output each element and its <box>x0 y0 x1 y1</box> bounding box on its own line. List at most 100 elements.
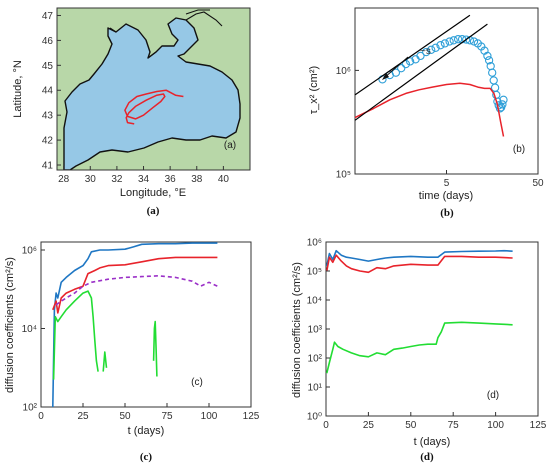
ticks-c: 0 25 50 75 100 125 10² 10⁴ 10⁶ <box>22 246 260 422</box>
map-x-tick-label: 36 <box>165 174 177 185</box>
map-x-tick-label: 40 <box>218 174 230 185</box>
b-y-tick-label: 10⁵ <box>336 170 351 181</box>
plot-area-c <box>40 241 252 408</box>
c-y-tick-label: 10⁶ <box>22 246 37 257</box>
c-y-tick-label: 10² <box>23 403 38 414</box>
b-x-axis-label: time (days) <box>419 190 473 202</box>
drifter-track-line <box>124 89 184 125</box>
panel-label-a: (a) <box>224 140 236 151</box>
azov-coast <box>185 9 223 27</box>
panel-d-chart: 0 25 50 75 100 125 10⁰ 10¹ 10² 10³ 10⁴ 10⁵ 10⁶ (d) t… <box>291 238 547 449</box>
c-x-tick-label: 0 <box>38 411 44 422</box>
data-point-circle <box>449 36 458 45</box>
data-point-circle <box>483 51 492 61</box>
caption-c: (c) <box>140 451 153 463</box>
data-point-circle <box>469 37 479 46</box>
data-point-circle <box>488 68 497 77</box>
panel-a-map: 28 30 32 34 36 38 40 41 42 43 44 45 46 47 (a) Longitu… <box>12 7 251 199</box>
red-series-line <box>326 254 513 274</box>
map-y-tick-label: 46 <box>42 36 54 47</box>
b-x-tick-label: 50 <box>532 178 544 189</box>
map-y-tick-label: 43 <box>42 111 54 122</box>
data-point-circle <box>436 41 445 50</box>
data-point-circle <box>484 56 494 65</box>
d-y-tick-label: 10⁵ <box>307 267 322 278</box>
c-x-tick-label: 25 <box>77 411 89 422</box>
plot-area-d <box>325 241 539 417</box>
map-y-tick-label: 47 <box>42 11 54 22</box>
chart-marks-b <box>354 14 508 137</box>
crimea-north-coast <box>109 27 157 59</box>
d-x-tick-label: 50 <box>405 420 417 431</box>
green-series-segment <box>52 290 99 380</box>
b-y-axis-label: τ_x² (cm²) <box>308 66 320 114</box>
map-y-tick-label: 41 <box>42 161 54 172</box>
annotation-arrow <box>383 56 409 79</box>
panel-c-chart: 0 25 50 75 100 125 10² 10⁴ 10⁶ (c) t (days) diff… <box>4 241 260 437</box>
c-y-axis-label: diffusion coefficients (cm²/s) <box>4 257 16 393</box>
slope-annotation: ~s <box>420 46 431 57</box>
d-y-tick-label: 10² <box>308 354 323 365</box>
c-x-tick-label: 100 <box>201 411 218 422</box>
d-x-tick-label: 75 <box>448 420 460 431</box>
d-x-axis-label: t (days) <box>414 436 451 448</box>
chart-marks-c <box>52 242 218 408</box>
d-x-tick-label: 0 <box>323 420 329 431</box>
data-point-circle <box>422 47 431 57</box>
red-series-line <box>52 256 218 314</box>
power-law-reference-line <box>354 23 488 121</box>
ticks-b: 5 50 10⁵ 10⁶ <box>336 66 544 189</box>
panel-label-d: (d) <box>487 390 499 401</box>
b-y-tick-label: 10⁶ <box>336 66 351 77</box>
data-point-circle <box>427 45 436 54</box>
data-point-circle <box>405 57 415 66</box>
variance-line <box>354 82 505 137</box>
panel-b-chart: 5 50 10⁵ 10⁶ ~s (b) time (days) τ_x² (cm²) <box>308 7 544 202</box>
power-law-reference-line <box>354 14 471 96</box>
black-sea-body <box>63 17 241 170</box>
c-x-axis-label: t (days) <box>128 425 165 437</box>
data-point-circle <box>440 39 450 48</box>
panel-label-c: (c) <box>191 377 203 388</box>
data-point-circle <box>416 51 425 61</box>
data-point-circle <box>495 104 505 113</box>
map-x-tick-label: 32 <box>111 174 123 185</box>
green-series-segment <box>152 320 158 377</box>
data-point-circle <box>445 37 454 46</box>
data-point-circle <box>498 100 507 109</box>
c-x-tick-label: 50 <box>119 411 131 422</box>
d-x-tick-label: 100 <box>487 420 504 431</box>
panel-label-b: (b) <box>513 144 525 155</box>
data-point-circle <box>431 43 440 52</box>
map-x-tick-label: 34 <box>138 174 150 185</box>
d-y-tick-label: 10¹ <box>308 383 323 394</box>
plot-area-b <box>354 7 539 175</box>
caption-d: (d) <box>420 451 434 463</box>
green-series-segment <box>102 351 108 372</box>
c-x-tick-label: 75 <box>161 411 173 422</box>
map-frame <box>56 7 251 171</box>
caption-a: (a) <box>147 205 160 217</box>
d-x-tick-label: 125 <box>530 420 547 431</box>
data-point-circle <box>499 95 508 104</box>
green-series-line <box>326 321 513 374</box>
data-point-circle <box>401 59 411 69</box>
drifter-tracks <box>124 89 184 125</box>
chart-marks-d <box>326 249 513 374</box>
c-y-tick-label: 10⁴ <box>22 324 37 335</box>
purple-series-line <box>55 274 218 306</box>
map-x-tick-label: 38 <box>191 174 203 185</box>
map-ticks: 28 30 32 34 36 38 40 41 42 43 44 45 46 47 <box>42 11 230 185</box>
ticks-d: 0 25 50 75 100 125 10⁰ 10¹ 10² 10³ 10⁴ 10⁵ 10⁶ <box>307 238 547 432</box>
data-point-circle <box>453 35 463 44</box>
b-x-tick-label: 5 <box>444 178 450 189</box>
map-x-axis-label: Longitude, °E <box>120 187 186 199</box>
blue-series-line <box>52 242 218 408</box>
data-point-circle <box>391 68 401 77</box>
d-y-tick-label: 10⁰ <box>307 412 322 423</box>
c-x-tick-label: 125 <box>243 411 260 422</box>
data-point-circle <box>397 64 406 73</box>
map-x-tick-label: 28 <box>58 174 70 185</box>
blue-series-line <box>326 249 513 267</box>
